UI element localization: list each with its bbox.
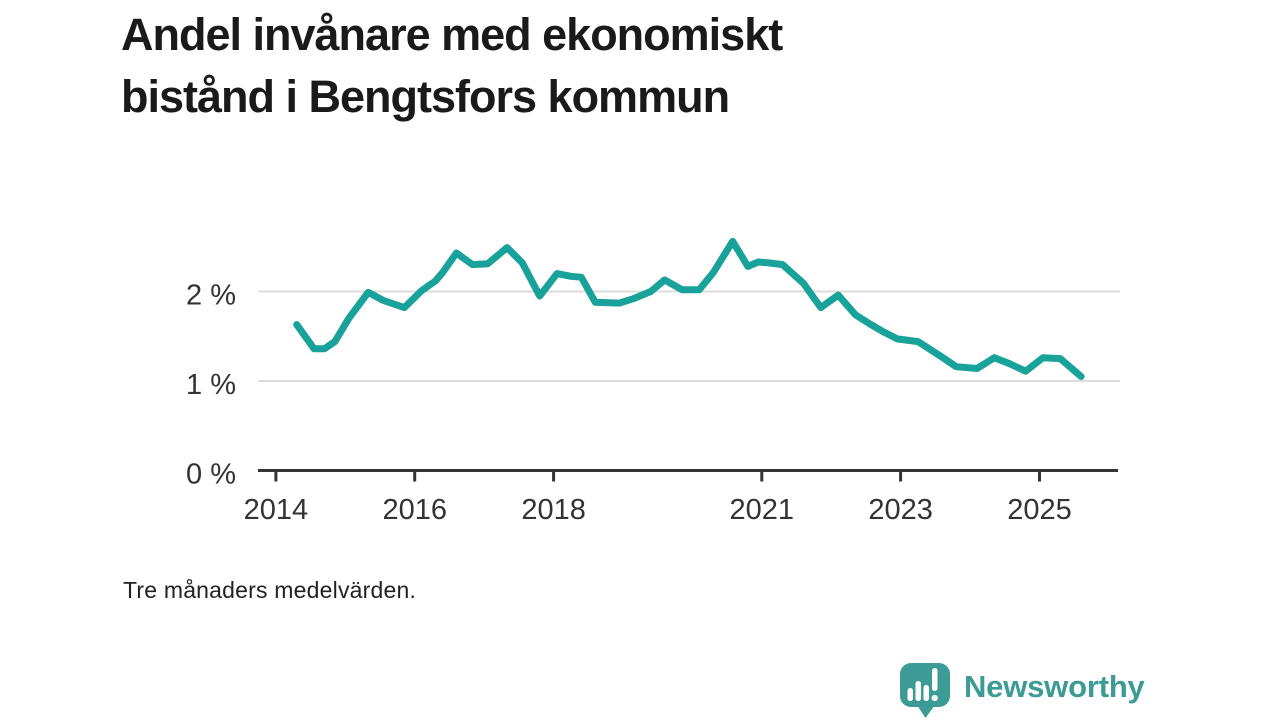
x-axis-label: 2018 — [521, 494, 586, 526]
y-axis-label: 1 % — [186, 369, 236, 401]
chart-title-line2: bistånd i Bengtsfors kommun — [121, 71, 730, 122]
y-axis-label: 0 % — [186, 459, 236, 491]
newsworthy-wordmark: Newsworthy — [964, 669, 1145, 704]
chart-title-line1: Andel invånare med ekonomiskt — [121, 9, 783, 60]
line-chart: 0 % 1 % 2 % 2014 2016 2018 2021 2023 2025 — [186, 237, 1120, 526]
data-series-line — [293, 237, 1085, 380]
chart-footnote: Tre månaders medelvärden. — [123, 577, 417, 603]
bar-chart-speech-bubble-icon — [900, 663, 950, 718]
x-axis-label: 2023 — [868, 494, 933, 526]
newsworthy-logo: Newsworthy — [898, 660, 1238, 720]
x-axis-label: 2021 — [730, 494, 795, 526]
x-axis-label: 2014 — [244, 494, 309, 526]
chart-title: Andel invånare med ekonomiskt bistånd i … — [121, 4, 783, 128]
x-axis-label: 2016 — [382, 494, 447, 526]
y-axis-label: 2 % — [186, 280, 236, 312]
x-axis-label: 2025 — [1007, 494, 1072, 526]
